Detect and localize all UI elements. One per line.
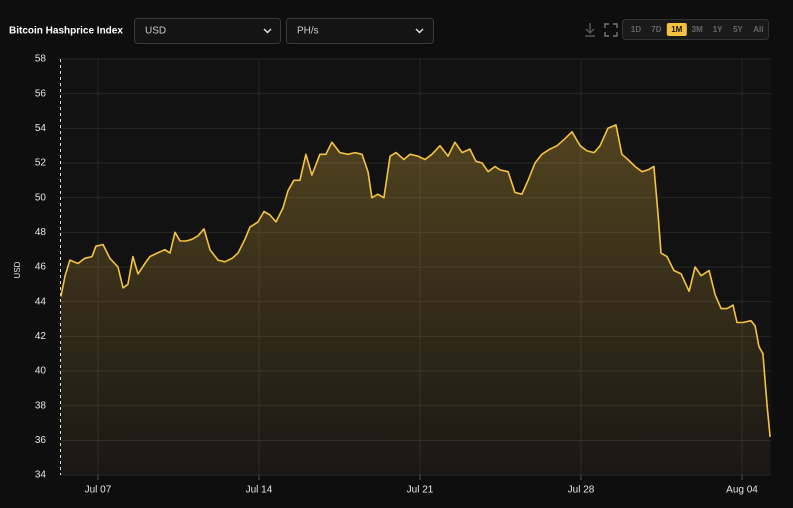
x-tick-label: Jul 28	[568, 485, 595, 496]
range-button[interactable]: 1Y	[713, 25, 723, 34]
y-tick-label: 50	[35, 192, 47, 203]
y-axis-label: USD	[13, 261, 22, 278]
y-tick-label: 52	[35, 158, 47, 169]
y-tick-label: 34	[35, 470, 47, 481]
unit-select[interactable]: PH/s	[286, 18, 434, 44]
y-tick-label: 40	[35, 366, 47, 377]
y-tick-label: 56	[35, 88, 47, 99]
currency-select[interactable]: USD	[134, 18, 281, 44]
range-button[interactable]: 7D	[651, 25, 661, 34]
range-group	[622, 19, 769, 40]
title: Bitcoin Hashprice Index	[9, 26, 123, 37]
line	[60, 124, 771, 437]
range-button[interactable]: 1M	[671, 25, 682, 34]
download-icon[interactable]	[585, 23, 595, 37]
range-active	[666, 23, 687, 36]
range-button[interactable]: All	[753, 25, 763, 34]
x-tick-label: Jul 07	[85, 485, 112, 496]
fullscreen-icon[interactable]	[604, 23, 618, 37]
y-tick-label: 38	[35, 400, 47, 411]
range-button[interactable]: 5Y	[733, 25, 743, 34]
y-tick-label: 46	[35, 262, 47, 273]
x-tick-label: Jul 14	[246, 485, 273, 496]
x-tick-label: Jul 21	[407, 485, 434, 496]
range-button[interactable]: 3M	[692, 25, 703, 34]
y-tick-label: 54	[35, 123, 47, 134]
currency-value: USD	[145, 26, 166, 37]
range-button[interactable]: 1D	[631, 25, 641, 34]
y-tick-label: 44	[35, 296, 47, 307]
y-tick-label: 36	[35, 435, 47, 446]
area	[60, 124, 771, 476]
y-tick-label: 58	[35, 54, 47, 65]
y-tick-label: 42	[35, 331, 47, 342]
unit-value: PH/s	[297, 26, 319, 37]
y-tick-label: 48	[35, 227, 47, 238]
x-tick-label: Aug 04	[726, 485, 758, 496]
